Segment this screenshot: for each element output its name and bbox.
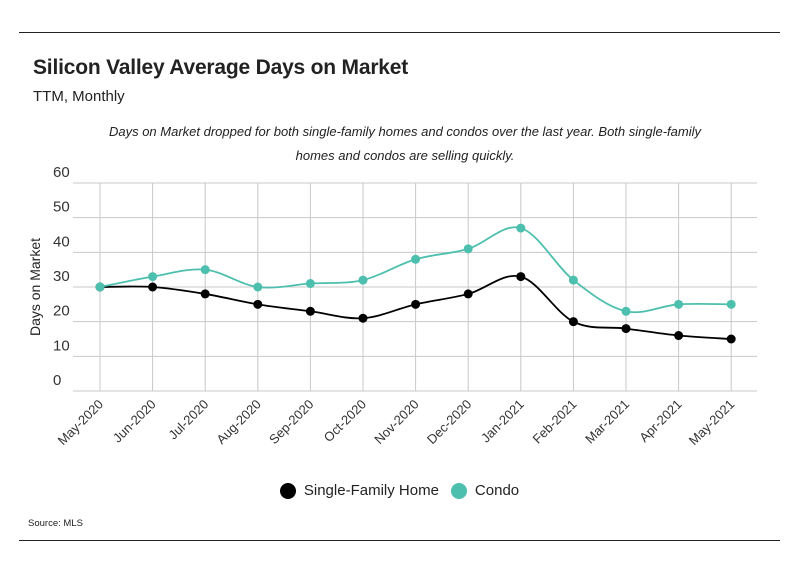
data-point-condo <box>411 254 421 264</box>
data-point-condo <box>568 275 578 285</box>
x-tick-label: Jan-2021 <box>478 397 527 446</box>
series-layer <box>95 223 736 344</box>
chart-note: Days on Market dropped for both single-f… <box>108 124 702 163</box>
x-tick-label: Jul-2020 <box>165 397 211 443</box>
data-point-condo <box>95 282 105 292</box>
data-point-single-family <box>200 289 210 299</box>
data-point-condo <box>463 244 473 254</box>
legend-item-single-family: Single-Family Home <box>279 482 439 499</box>
data-point-single-family <box>411 299 421 309</box>
x-tick-label: Mar-2021 <box>582 397 632 447</box>
bottom-rule <box>19 540 780 541</box>
source-note: Source: MLS <box>28 518 83 529</box>
data-point-single-family <box>358 313 368 323</box>
x-tick-label: Aug-2020 <box>213 397 263 447</box>
x-tick-label: Dec-2020 <box>424 397 474 447</box>
chart-title: Silicon Valley Average Days on Market <box>33 56 409 79</box>
x-tick-label: Oct-2020 <box>321 397 369 445</box>
x-tick-label: Nov-2020 <box>371 397 421 447</box>
data-point-condo <box>726 299 736 309</box>
data-point-single-family <box>463 289 473 299</box>
data-point-single-family <box>726 334 736 344</box>
grid <box>73 182 757 392</box>
y-tick-label: 0 <box>53 372 61 389</box>
x-tick-label: May-2021 <box>686 397 737 448</box>
data-point-single-family <box>148 282 158 292</box>
data-point-single-family <box>516 272 526 282</box>
x-tick-label: Sep-2020 <box>266 397 316 447</box>
y-axis: 0 10 20 30 40 50 60 <box>53 164 70 389</box>
x-tick-label: Jun-2020 <box>110 397 159 446</box>
y-tick-label: 60 <box>53 164 70 181</box>
y-tick-label: 20 <box>53 303 70 320</box>
y-tick-label: 10 <box>53 337 70 354</box>
line-chart: 0 10 20 30 40 50 60 May-2020 Jun-2020 Jul-2020 Au… <box>27 164 757 448</box>
x-axis: May-2020 Jun-2020 Jul-2020 Aug-2020 Sep-2020… <box>55 397 738 448</box>
x-tick-label: Feb-2021 <box>530 397 580 447</box>
data-point-condo <box>305 279 315 289</box>
legend-item-condo: Condo <box>450 482 520 499</box>
data-point-condo <box>674 299 684 309</box>
top-rule <box>19 32 780 33</box>
data-point-condo <box>358 275 368 285</box>
data-point-condo <box>200 265 210 275</box>
data-point-single-family <box>621 324 631 334</box>
data-point-single-family <box>253 299 263 309</box>
y-tick-label: 30 <box>53 268 70 285</box>
y-tick-label: 50 <box>53 199 70 216</box>
data-point-single-family <box>674 331 684 341</box>
legend-swatch-condo <box>450 482 467 499</box>
legend: Single-Family Home Condo <box>0 482 799 499</box>
legend-label-single-family: Single-Family Home <box>303 482 439 499</box>
x-tick-label: Apr-2021 <box>636 397 684 445</box>
data-point-condo <box>516 223 526 233</box>
data-point-single-family <box>305 306 315 316</box>
chart-subtitle: TTM, Monthly <box>33 88 125 105</box>
legend-swatch-single-family <box>279 482 296 499</box>
data-point-condo <box>621 306 631 316</box>
data-point-condo <box>253 282 263 292</box>
y-tick-label: 40 <box>53 233 70 250</box>
legend-label-condo: Condo <box>474 482 520 499</box>
data-point-condo <box>148 272 158 282</box>
data-point-single-family <box>568 317 578 327</box>
y-axis-label: Days on Market <box>27 238 43 336</box>
x-tick-label: May-2020 <box>55 397 106 448</box>
